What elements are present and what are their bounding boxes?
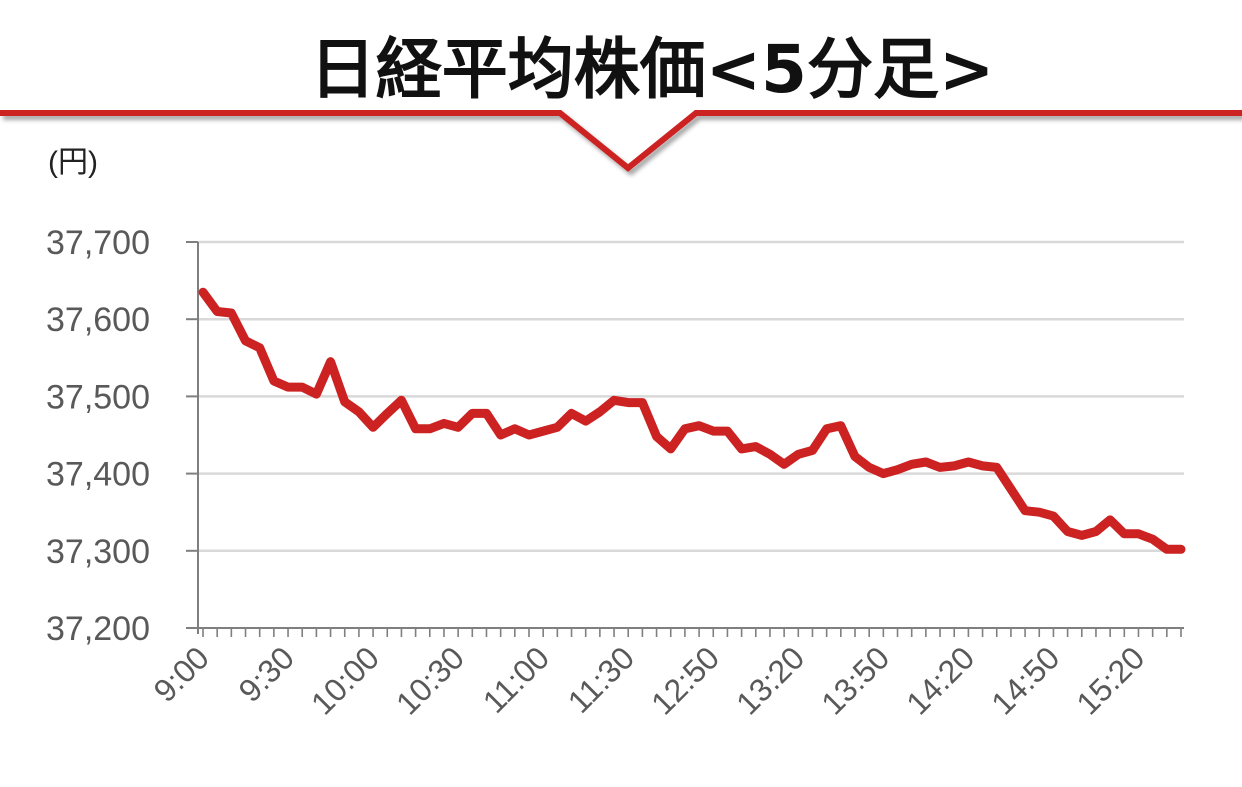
x-tick-label: 9:00 — [146, 639, 215, 708]
x-tick-label: 14:20 — [899, 639, 981, 721]
x-tick-label: 10:30 — [389, 639, 471, 721]
axes — [188, 242, 1184, 634]
y-tick-label: 37,500 — [46, 378, 150, 416]
x-tick-label: 9:30 — [231, 639, 300, 708]
title-banner-line — [0, 110, 1242, 172]
y-axis-ticks: 37,200 37,300 37,400 37,500 37,600 37,700 — [46, 224, 198, 648]
y-tick-label: 37,200 — [46, 610, 150, 648]
x-tick-label: 13:50 — [814, 639, 896, 721]
y-tick-label: 37,600 — [46, 301, 150, 339]
y-tick-label: 37,700 — [46, 224, 150, 262]
x-tick-label: 14:50 — [984, 639, 1066, 721]
series — [198, 287, 1186, 554]
x-tick-label: 12:50 — [644, 639, 726, 721]
x-tick-label: 13:20 — [729, 639, 811, 721]
y-axis-unit-label: (円) — [48, 146, 98, 179]
y-tick-label: 37,400 — [46, 456, 150, 494]
x-tick-label: 10:00 — [304, 639, 386, 721]
series-line — [198, 287, 1186, 554]
x-tick-label: 11:30 — [561, 639, 641, 719]
gridlines — [198, 240, 1184, 553]
x-tick-label: 15:20 — [1069, 639, 1151, 721]
y-tick-label: 37,300 — [46, 533, 150, 571]
chart-title: 日経平均株価<5分足> — [310, 31, 995, 108]
x-axis-ticks: 9:00 9:30 10:00 10:30 11:00 11:30 12:50 13:20 13… — [146, 628, 1182, 722]
x-tick-label: 11:00 — [476, 639, 556, 719]
